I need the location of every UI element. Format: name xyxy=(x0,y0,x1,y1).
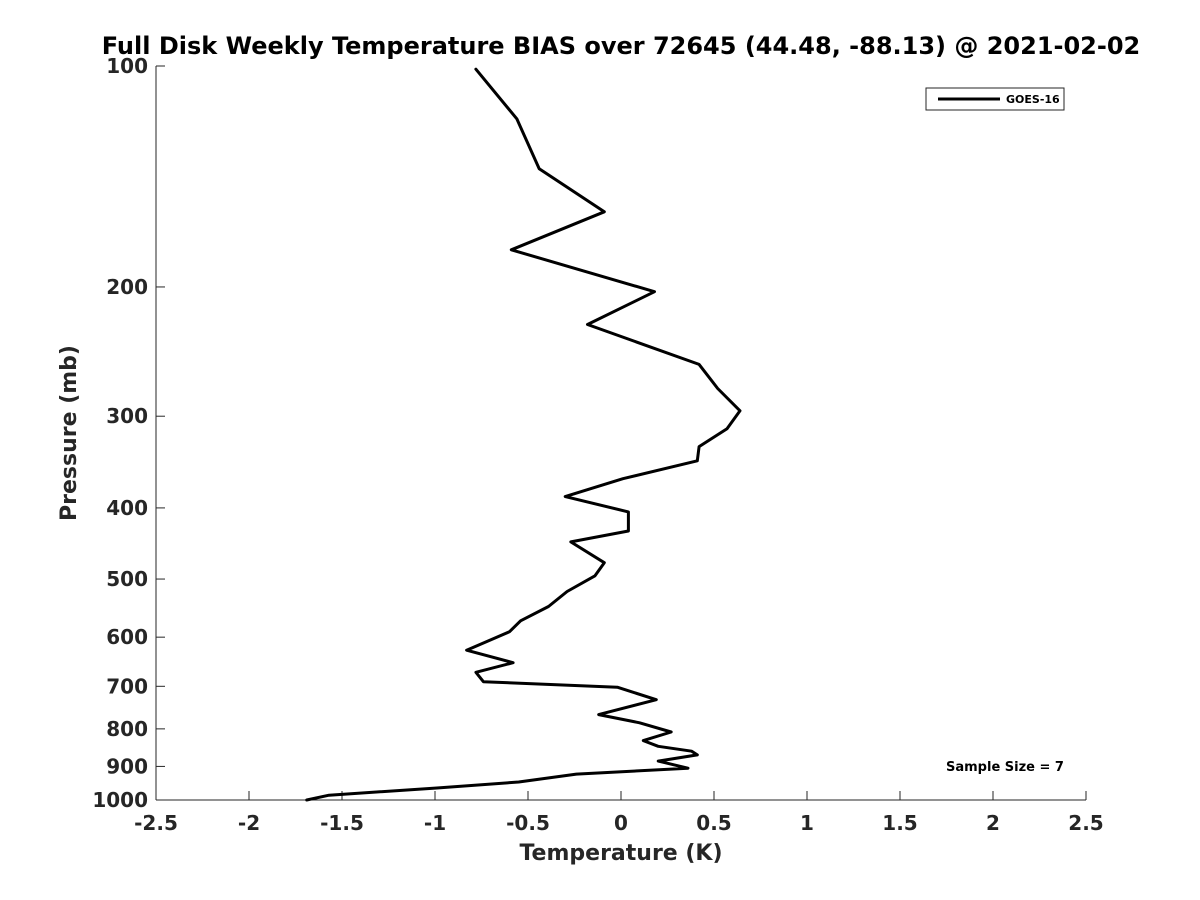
x-tick-label: 2.5 xyxy=(1068,811,1103,835)
series-line-goes-16 xyxy=(305,67,742,802)
y-tick-label: 100 xyxy=(106,54,148,78)
x-tick-label: -1.5 xyxy=(320,811,364,835)
x-tick-label: 0.5 xyxy=(696,811,731,835)
y-tick-label: 700 xyxy=(106,674,148,698)
y-tick-label: 500 xyxy=(106,567,148,591)
sample-size-annotation: Sample Size = 7 xyxy=(946,760,1064,775)
y-tick-label: 200 xyxy=(106,275,148,299)
legend: GOES-16 xyxy=(925,87,1065,111)
x-tick-label: 1 xyxy=(800,811,814,835)
x-tick-label: 2 xyxy=(986,811,1000,835)
y-tick-label: 1000 xyxy=(92,788,148,812)
x-tick-label: -2 xyxy=(238,811,260,835)
y-axis-label: Pressure (mb) xyxy=(57,345,82,521)
y-axis-ticks: 100 200 300 400 500 600 700 800 900 1000 xyxy=(92,54,165,812)
y-tick-label: 600 xyxy=(106,625,148,649)
series-layer xyxy=(305,67,742,802)
x-tick-label: -2.5 xyxy=(134,811,178,835)
legend-entry-goes-16: GOES-16 xyxy=(1006,93,1060,106)
x-tick-label: 1.5 xyxy=(882,811,917,835)
y-tick-label: 900 xyxy=(106,754,148,778)
y-tick-label: 300 xyxy=(106,404,148,428)
x-tick-label: -1 xyxy=(424,811,446,835)
chart-title: Full Disk Weekly Temperature BIAS over 7… xyxy=(102,32,1141,60)
x-tick-label: 0 xyxy=(614,811,628,835)
y-tick-label: 400 xyxy=(106,496,148,520)
x-tick-label: -0.5 xyxy=(506,811,550,835)
x-axis-ticks: -2.5 -2 -1.5 -1 -0.5 0 0.5 1 1.5 2 2.5 xyxy=(134,791,1104,835)
x-axis-label: Temperature (K) xyxy=(519,841,722,866)
y-tick-label: 800 xyxy=(106,717,148,741)
